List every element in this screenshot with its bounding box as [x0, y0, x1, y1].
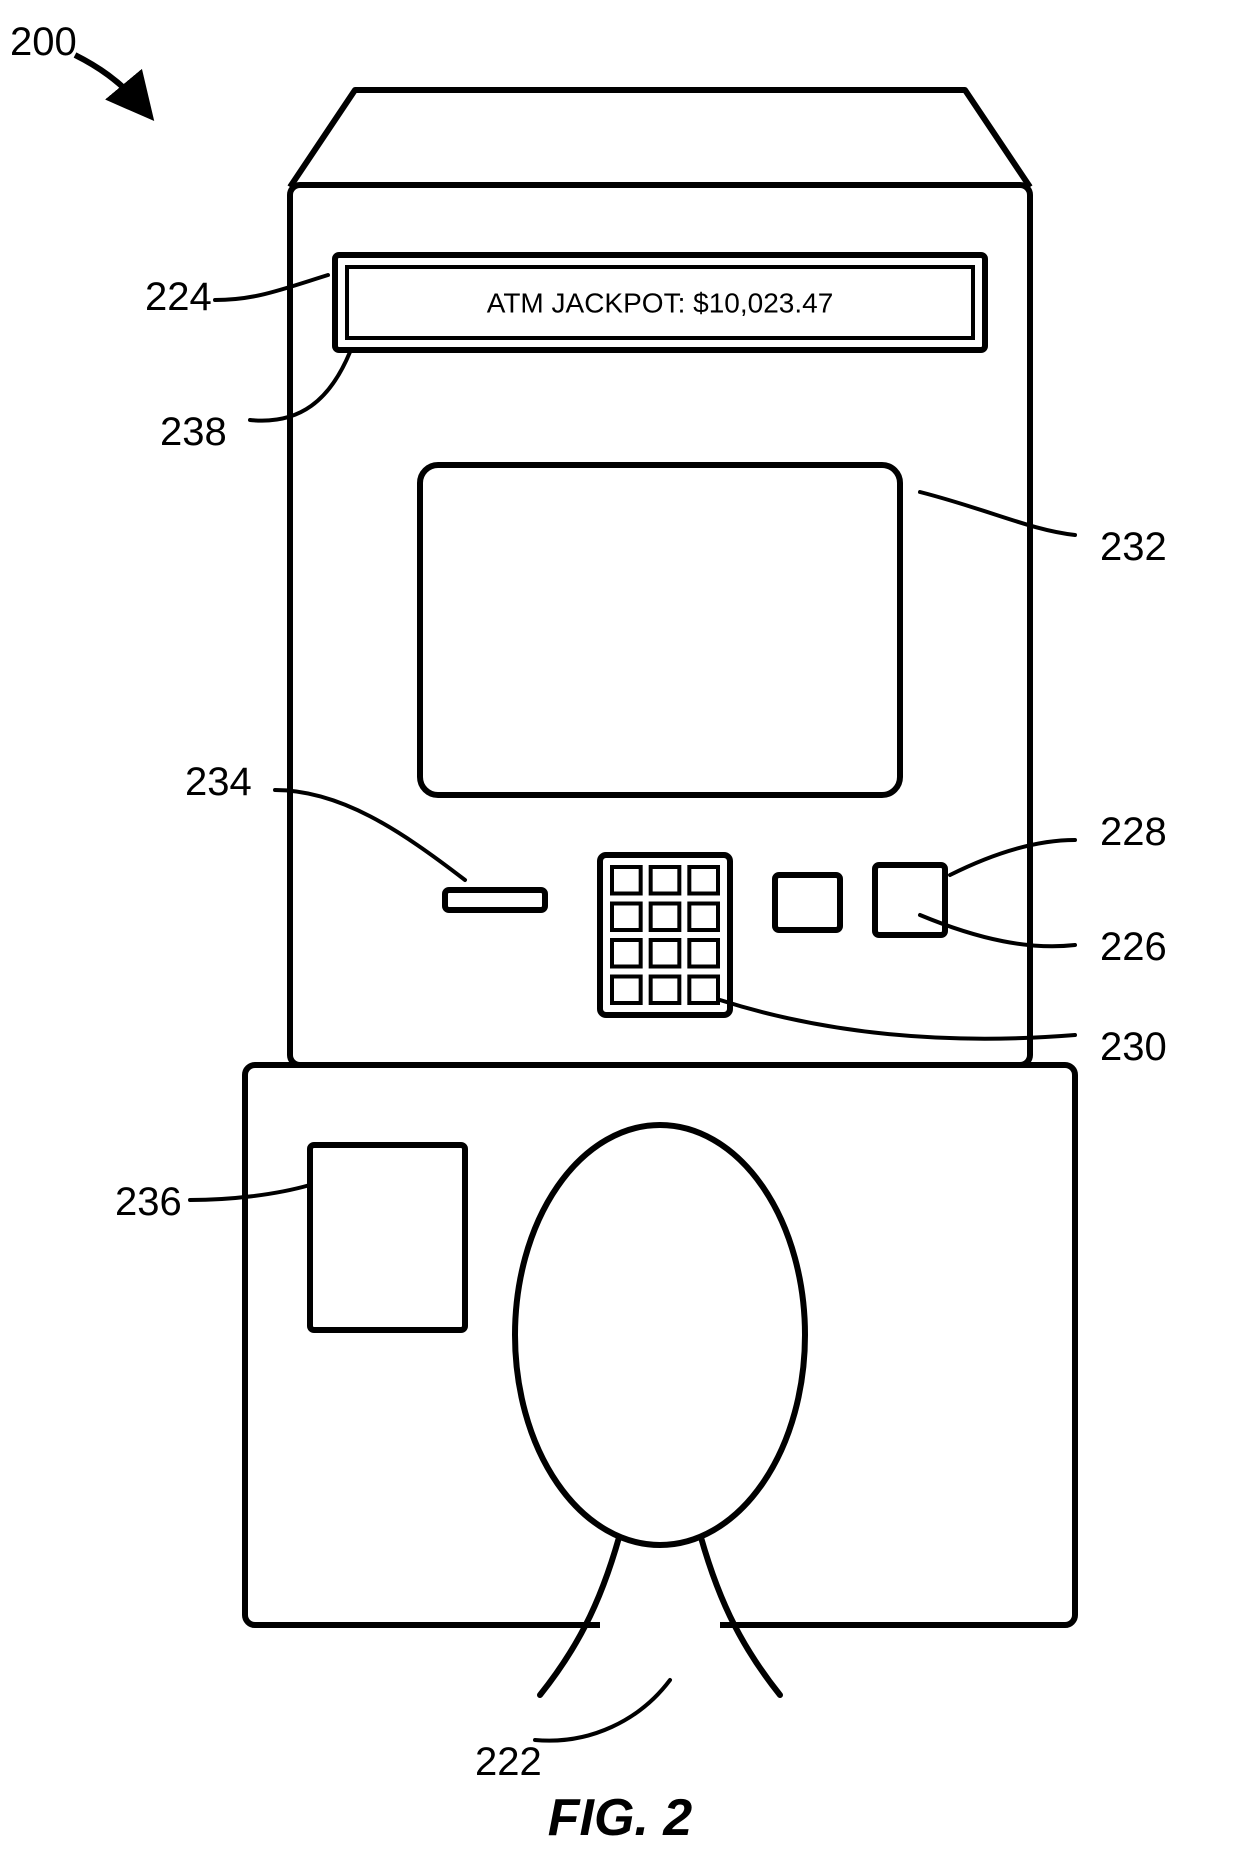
keypad-key: [612, 977, 641, 1004]
side-panel: [310, 1145, 465, 1330]
keypad-key: [612, 940, 641, 967]
card-slot: [445, 890, 545, 910]
cabinet-top: [290, 90, 1030, 187]
ref-232: 232: [1100, 525, 1167, 569]
keypad-key: [689, 940, 718, 967]
device-right: [875, 865, 945, 935]
ref-226: 226: [1100, 925, 1167, 969]
device-left: [775, 875, 840, 930]
keypad-key: [689, 904, 718, 931]
keypad-key: [689, 977, 718, 1004]
keypad-key: [651, 977, 680, 1004]
ref-230: 230: [1100, 1025, 1167, 1069]
jackpot-display-text: ATM JACKPOT: $10,023.47: [487, 288, 834, 319]
seat-oval: [515, 1125, 805, 1545]
ref-222: 222: [475, 1740, 542, 1784]
ref-224: 224: [145, 275, 212, 319]
mask-strip: [600, 1619, 720, 1631]
ref-228: 228: [1100, 810, 1167, 854]
keypad-key: [689, 867, 718, 894]
keypad-key: [612, 867, 641, 894]
keypad-key: [651, 904, 680, 931]
ref-234: 234: [185, 760, 252, 804]
keypad-key: [651, 867, 680, 894]
figure-caption: FIG. 2: [548, 1789, 693, 1847]
keypad-key: [612, 904, 641, 931]
ref-238: 238: [160, 410, 227, 454]
main-screen: [420, 465, 900, 795]
leader-200-arrow: [75, 55, 145, 110]
leader-222: [535, 1680, 670, 1741]
ref-236: 236: [115, 1180, 182, 1224]
keypad-key: [651, 940, 680, 967]
ref-200: 200: [10, 20, 77, 64]
